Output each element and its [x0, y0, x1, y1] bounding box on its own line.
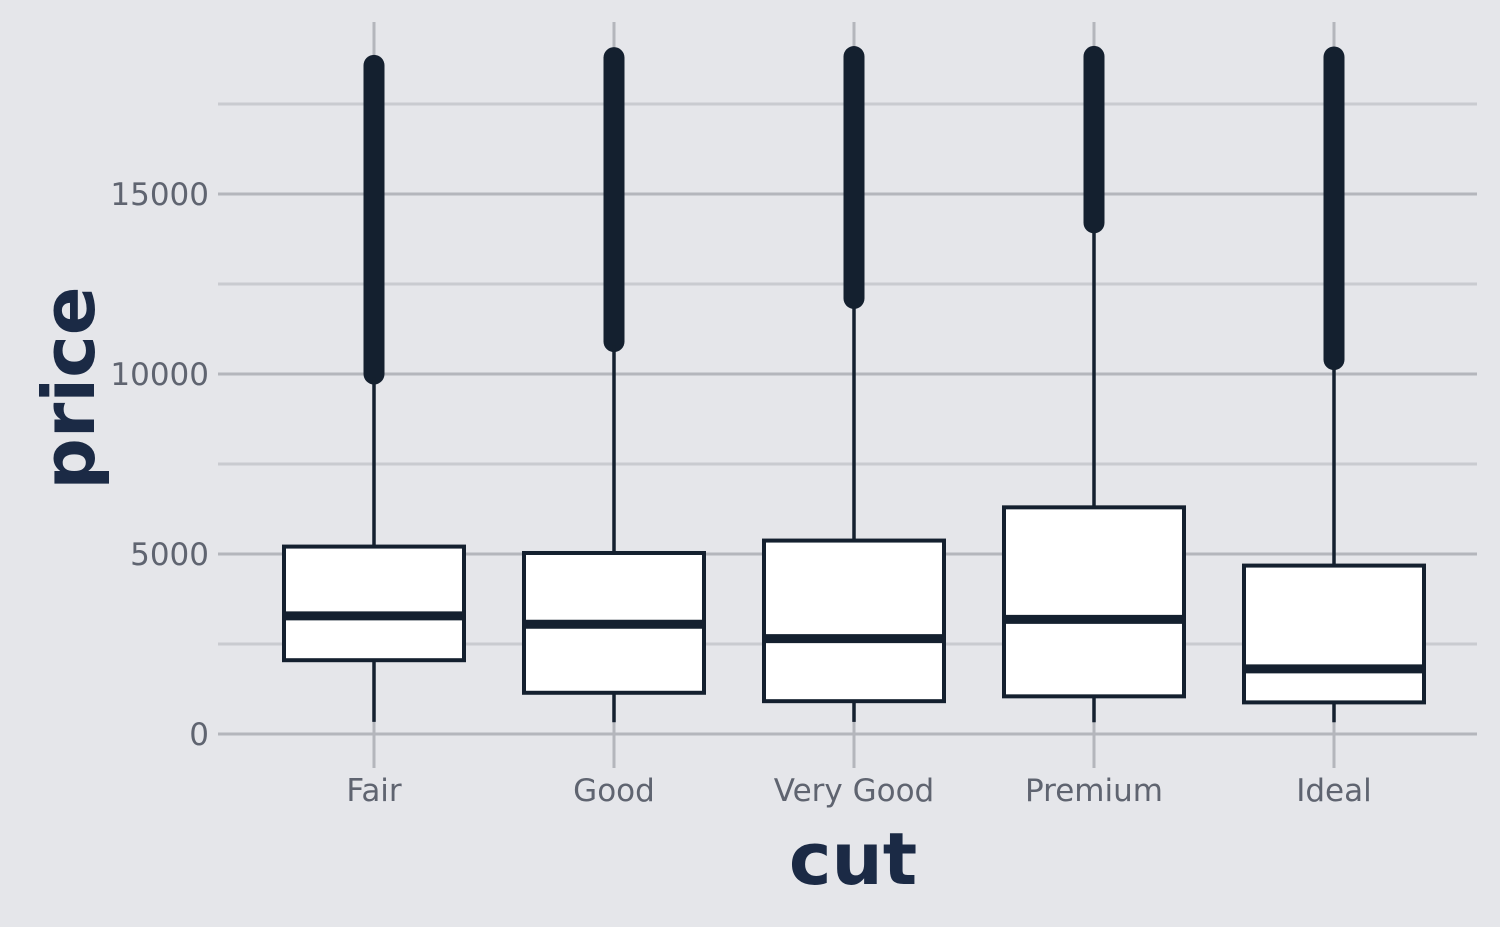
iqr-box: [1242, 563, 1426, 705]
x-tick-label: Fair: [346, 773, 402, 809]
x-tick-label: Premium: [1025, 773, 1163, 809]
x-tick-labels: Fair Good Very Good Premium Ideal: [346, 773, 1371, 809]
box-premium: [1002, 45, 1186, 723]
y-tick-label: 0: [189, 717, 209, 753]
box-very-good: [762, 46, 946, 722]
x-tick-label: Good: [573, 773, 655, 809]
y-tick-label: 10000: [110, 357, 209, 393]
x-tick-label: Very Good: [774, 773, 934, 809]
boxes: [282, 45, 1426, 723]
y-tick-label: 5000: [130, 537, 209, 573]
iqr-box: [762, 538, 946, 704]
x-axis-title: cut: [789, 817, 917, 901]
y-axis-title: price: [27, 286, 111, 489]
y-tick-labels: 0 5000 10000 15000: [110, 177, 209, 753]
iqr-box: [1002, 505, 1186, 699]
box-good: [522, 47, 706, 723]
x-tick-label: Ideal: [1296, 773, 1372, 809]
iqr-box: [282, 544, 466, 663]
y-tick-label: 15000: [110, 177, 209, 213]
box-fair: [282, 54, 466, 722]
box-ideal: [1242, 46, 1426, 723]
